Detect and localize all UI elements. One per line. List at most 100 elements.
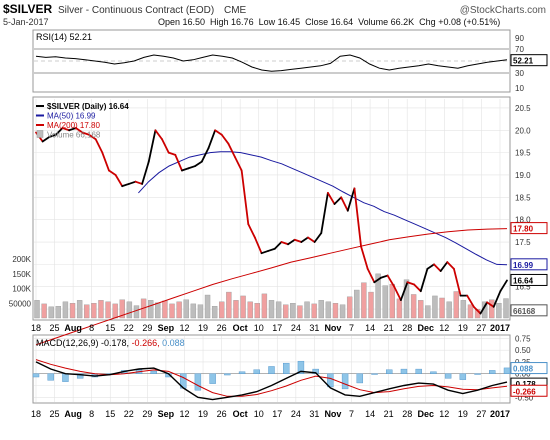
price-segment xyxy=(267,247,276,252)
macd-histogram-bar xyxy=(253,369,260,374)
price-segment xyxy=(200,147,210,163)
price-segment xyxy=(380,274,389,279)
rsi-value-badge-frame xyxy=(510,54,548,67)
volume-bar xyxy=(489,299,495,319)
volume-bar xyxy=(339,304,346,319)
macd-histogram-bar xyxy=(474,373,481,375)
x-tick-label: 21 xyxy=(384,323,394,333)
price-segment xyxy=(326,191,336,205)
volume-bar xyxy=(169,303,175,319)
price-segment xyxy=(227,142,236,159)
volume-bar xyxy=(325,301,332,319)
price-segment xyxy=(114,174,124,188)
price-segment xyxy=(141,160,150,185)
price-segment xyxy=(486,301,495,308)
x-tick-label: Aug xyxy=(64,323,82,333)
macd-histogram-bar xyxy=(400,368,408,374)
volume-bar xyxy=(354,289,360,319)
x-tick-label-macd: 17 xyxy=(272,409,282,419)
price-segment xyxy=(101,151,110,172)
price-segment xyxy=(499,279,508,293)
volume-bar xyxy=(375,273,381,319)
price-segment xyxy=(247,223,256,239)
price-badge: 16.99 xyxy=(513,261,534,270)
macd-histogram-bar xyxy=(356,373,364,384)
price-segment xyxy=(307,236,316,243)
macd-histogram-bar xyxy=(341,373,349,390)
price-segment xyxy=(293,238,303,243)
volume-bar xyxy=(403,279,410,319)
volume-bar xyxy=(176,301,182,319)
price-segment xyxy=(360,245,369,270)
x-tick-label-macd: Aug xyxy=(64,409,82,419)
volume-bar xyxy=(91,303,97,319)
price-segment xyxy=(234,156,243,172)
macd-label-v2: -0.266, xyxy=(129,338,160,348)
price-segment xyxy=(340,196,349,212)
macd-histogram-bar xyxy=(415,368,422,374)
x-tick-label-macd: 19 xyxy=(198,409,208,419)
watermark: @StockCharts.com xyxy=(460,5,546,16)
macd-tick-label: 0.50 xyxy=(515,346,531,355)
volume-bar xyxy=(84,304,90,319)
volume-bar xyxy=(204,294,211,319)
rsi-plot xyxy=(35,54,508,72)
macd-plot xyxy=(32,359,511,401)
price-segment xyxy=(492,290,502,308)
volume-bar xyxy=(105,301,111,319)
volume-bar xyxy=(503,298,509,319)
volume-tick-label: 100K xyxy=(12,285,31,294)
rsi-line xyxy=(35,54,508,72)
macd-histogram-bar xyxy=(209,373,216,384)
volume-bar xyxy=(76,300,83,319)
axis-labels: 18 18 25 25 Aug Aug 8 8 15 15 22 22 29 29 Sep Sep 12 12 19… xyxy=(9,34,548,419)
price-segment xyxy=(353,187,362,248)
macd-histogram-bar xyxy=(268,366,275,374)
price-segment xyxy=(88,133,97,141)
volume-bar xyxy=(226,291,232,319)
x-tick-label-macd: 12 xyxy=(179,409,189,419)
x-tick-label: 17 xyxy=(272,323,282,333)
chart-date: 5-Jan-2017 xyxy=(3,17,49,27)
rsi-tick-label: 10 xyxy=(515,84,524,93)
volume-bar xyxy=(382,285,388,319)
macd-tick-label: 0.75 xyxy=(515,334,531,343)
macd-histogram-bar xyxy=(283,362,290,374)
price-segment xyxy=(187,165,197,170)
price-tick-label: 18.0 xyxy=(515,216,531,225)
price-segment xyxy=(41,136,51,143)
price-segment xyxy=(81,131,90,136)
price-segment xyxy=(174,153,183,172)
rsi-tick-label: 90 xyxy=(515,34,524,43)
price-segment xyxy=(300,236,309,243)
volume-bar xyxy=(112,303,118,319)
volume-bar xyxy=(389,283,396,319)
x-tick-label-macd: Nov xyxy=(324,409,341,419)
macd-label-v1: -0.178, xyxy=(99,338,130,348)
x-tick-label: 19 xyxy=(198,323,208,333)
x-tick-label: 8 xyxy=(89,323,94,333)
x-tick-label-macd: 31 xyxy=(309,409,319,419)
volume-tick-label: 150K xyxy=(12,270,31,279)
price-segment xyxy=(320,191,329,234)
price-segment xyxy=(214,129,223,136)
macd-line xyxy=(35,361,508,401)
x-tick-label-macd: 10 xyxy=(254,409,264,419)
price-badge-frame xyxy=(510,222,548,235)
legend-entry: Volume 66,168 xyxy=(47,131,101,140)
x-tick-label-macd: 14 xyxy=(365,409,375,419)
price-segment xyxy=(154,129,163,141)
x-tick-label-macd: Sep xyxy=(158,409,175,419)
ma200-line xyxy=(35,228,508,346)
price-tick-label: 20.0 xyxy=(515,126,531,135)
price-tick-label: 17.5 xyxy=(515,238,531,247)
macd-histogram-bar xyxy=(150,370,157,374)
quote-line: Open 16.50 High 16.76 Low 16.45 Close 16… xyxy=(158,17,500,27)
price-segment xyxy=(479,301,488,315)
volume-bar xyxy=(283,304,289,319)
price-tick-label: 18.5 xyxy=(515,193,531,202)
macd-histogram-bar xyxy=(444,373,452,379)
volume-bar xyxy=(332,303,339,319)
price-segment xyxy=(121,183,130,188)
